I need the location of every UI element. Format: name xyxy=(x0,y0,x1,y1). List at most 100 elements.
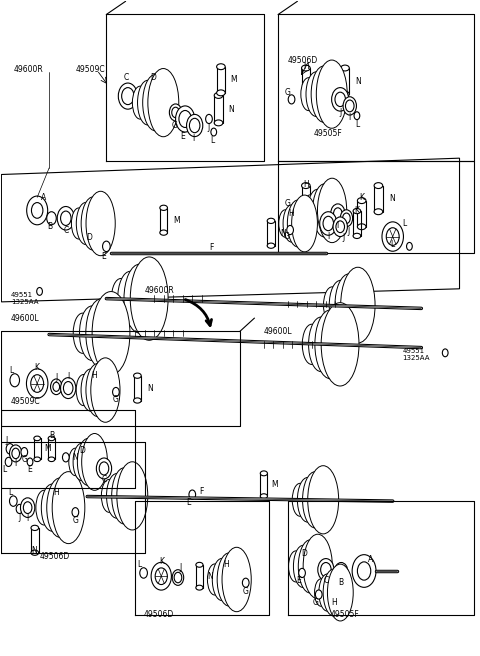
Circle shape xyxy=(333,217,348,237)
Text: N: N xyxy=(207,572,213,581)
Text: A: A xyxy=(40,193,46,202)
Text: L: L xyxy=(211,136,215,145)
Text: L: L xyxy=(402,219,407,228)
Ellipse shape xyxy=(217,553,241,606)
Ellipse shape xyxy=(86,363,110,417)
Ellipse shape xyxy=(260,471,267,476)
Ellipse shape xyxy=(302,472,328,528)
Circle shape xyxy=(96,458,112,479)
Circle shape xyxy=(57,207,74,230)
Text: 49600R: 49600R xyxy=(144,285,174,295)
Circle shape xyxy=(320,212,337,236)
Ellipse shape xyxy=(73,313,92,354)
Text: J: J xyxy=(207,123,209,132)
Text: G: G xyxy=(283,232,289,241)
Ellipse shape xyxy=(138,80,158,125)
Text: L: L xyxy=(8,488,12,497)
Circle shape xyxy=(47,212,56,225)
Ellipse shape xyxy=(214,92,223,98)
Ellipse shape xyxy=(36,490,52,525)
Ellipse shape xyxy=(292,195,317,252)
Ellipse shape xyxy=(143,74,168,131)
Ellipse shape xyxy=(31,525,38,531)
Ellipse shape xyxy=(81,369,100,411)
Ellipse shape xyxy=(101,480,117,512)
Text: 49509C: 49509C xyxy=(75,66,105,75)
Text: H: H xyxy=(303,62,309,72)
Ellipse shape xyxy=(160,230,168,236)
Ellipse shape xyxy=(298,540,323,593)
Ellipse shape xyxy=(260,494,267,499)
Text: N: N xyxy=(356,77,361,85)
Text: 49551
1325AA: 49551 1325AA xyxy=(402,348,430,361)
Text: C: C xyxy=(124,73,129,82)
Circle shape xyxy=(16,504,23,514)
Bar xyxy=(358,201,366,227)
Circle shape xyxy=(189,490,196,499)
Text: J: J xyxy=(5,436,7,445)
Text: M: M xyxy=(271,480,277,489)
Circle shape xyxy=(331,204,345,224)
Ellipse shape xyxy=(77,438,99,485)
Bar xyxy=(214,96,223,123)
Ellipse shape xyxy=(335,274,364,337)
Ellipse shape xyxy=(316,60,347,128)
Text: L: L xyxy=(9,366,13,375)
Text: 49600R: 49600R xyxy=(13,66,43,75)
Ellipse shape xyxy=(132,86,148,119)
Ellipse shape xyxy=(327,564,353,621)
Circle shape xyxy=(358,562,371,580)
Bar xyxy=(267,221,275,246)
Circle shape xyxy=(113,388,119,397)
Bar xyxy=(48,438,55,459)
Ellipse shape xyxy=(148,68,179,136)
Ellipse shape xyxy=(301,182,310,188)
Text: E: E xyxy=(28,465,32,474)
Circle shape xyxy=(323,216,334,231)
Circle shape xyxy=(103,241,110,251)
Circle shape xyxy=(190,118,200,133)
Text: H: H xyxy=(53,488,59,497)
Text: E: E xyxy=(102,252,107,260)
Text: H: H xyxy=(288,209,294,218)
Ellipse shape xyxy=(292,483,308,516)
Text: J: J xyxy=(339,108,341,117)
Ellipse shape xyxy=(214,120,223,126)
Circle shape xyxy=(6,443,14,454)
Text: N: N xyxy=(72,453,78,462)
Text: E: E xyxy=(296,577,300,585)
Circle shape xyxy=(172,107,180,117)
Circle shape xyxy=(174,572,182,583)
Circle shape xyxy=(121,88,134,104)
Text: M: M xyxy=(44,444,51,453)
Circle shape xyxy=(335,92,346,106)
Text: H: H xyxy=(223,560,228,569)
Ellipse shape xyxy=(267,243,275,249)
Circle shape xyxy=(337,565,346,577)
Circle shape xyxy=(60,378,76,399)
Ellipse shape xyxy=(117,462,148,530)
Text: N: N xyxy=(31,546,36,554)
Ellipse shape xyxy=(48,457,55,462)
Ellipse shape xyxy=(34,436,40,441)
Bar xyxy=(301,68,310,94)
Text: J: J xyxy=(342,234,344,242)
Text: I: I xyxy=(192,134,194,143)
Ellipse shape xyxy=(301,77,316,111)
Circle shape xyxy=(334,208,342,220)
Ellipse shape xyxy=(34,457,40,462)
Ellipse shape xyxy=(196,562,203,567)
Text: J: J xyxy=(179,564,181,572)
Text: B: B xyxy=(338,578,344,587)
Circle shape xyxy=(53,382,60,392)
Text: 49505F: 49505F xyxy=(331,609,360,619)
Ellipse shape xyxy=(73,443,90,481)
Text: K: K xyxy=(159,557,164,565)
Ellipse shape xyxy=(314,579,327,606)
Circle shape xyxy=(50,379,62,395)
Circle shape xyxy=(335,562,348,581)
Text: J: J xyxy=(348,227,350,236)
Ellipse shape xyxy=(48,436,55,441)
Circle shape xyxy=(31,375,44,392)
Circle shape xyxy=(299,568,305,577)
